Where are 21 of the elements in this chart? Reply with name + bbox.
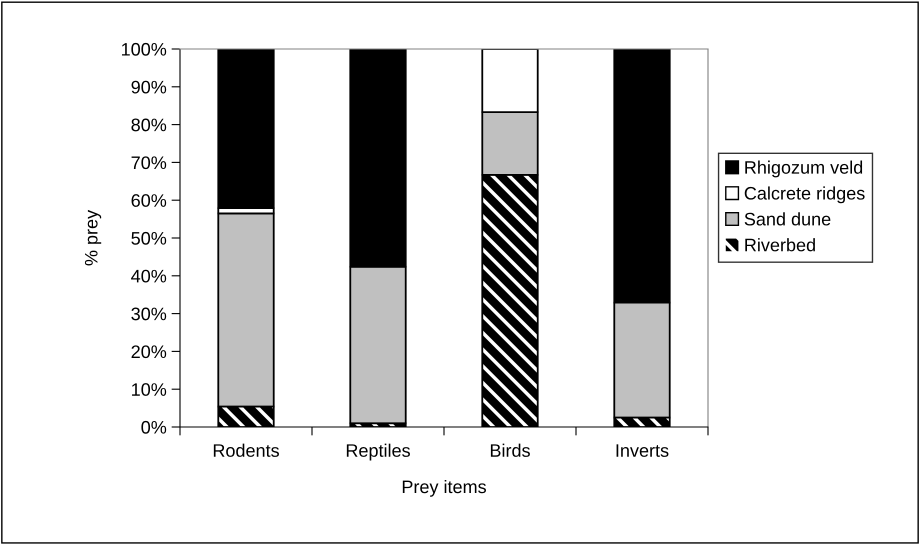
y-tick-label: 40% [131,270,166,283]
y-tick-label: 30% [131,308,166,320]
x-tick-label: Inverts [616,444,668,457]
x-tick-label: Birds [490,444,530,457]
y-tick-label: 20% [132,345,166,358]
y-tick-label: 50% [131,232,166,245]
legend-label: Calcrete ridges [744,186,865,204]
x-axis-title: Prey items [402,480,486,497]
x-tick-label: Reptiles [346,444,410,460]
legend-label: Rhigozum veld [745,160,862,178]
legend-label: Sand dune [744,212,830,226]
y-tick-label: 70% [132,156,166,170]
y-axis-title: % prey [84,210,102,266]
y-tick-label: 10% [132,383,166,396]
x-tick-label: Rodents [214,444,279,457]
y-tick-label: 100% [122,42,166,56]
legend-label: Riverbed [745,238,815,252]
y-tick-label: 90% [132,80,166,94]
y-tick-label: 80% [131,118,166,132]
y-tick-label: 0% [141,420,166,434]
y-tick-label: 60% [132,194,166,207]
